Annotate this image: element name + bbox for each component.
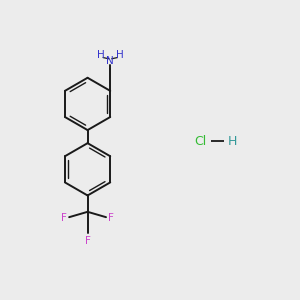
- Text: Cl: Cl: [195, 135, 207, 148]
- Text: H: H: [116, 50, 124, 60]
- Text: F: F: [108, 213, 114, 224]
- Text: H: H: [228, 135, 237, 148]
- Text: F: F: [85, 236, 91, 246]
- Text: N: N: [106, 56, 114, 65]
- Text: F: F: [61, 213, 67, 224]
- Text: H: H: [97, 50, 105, 60]
